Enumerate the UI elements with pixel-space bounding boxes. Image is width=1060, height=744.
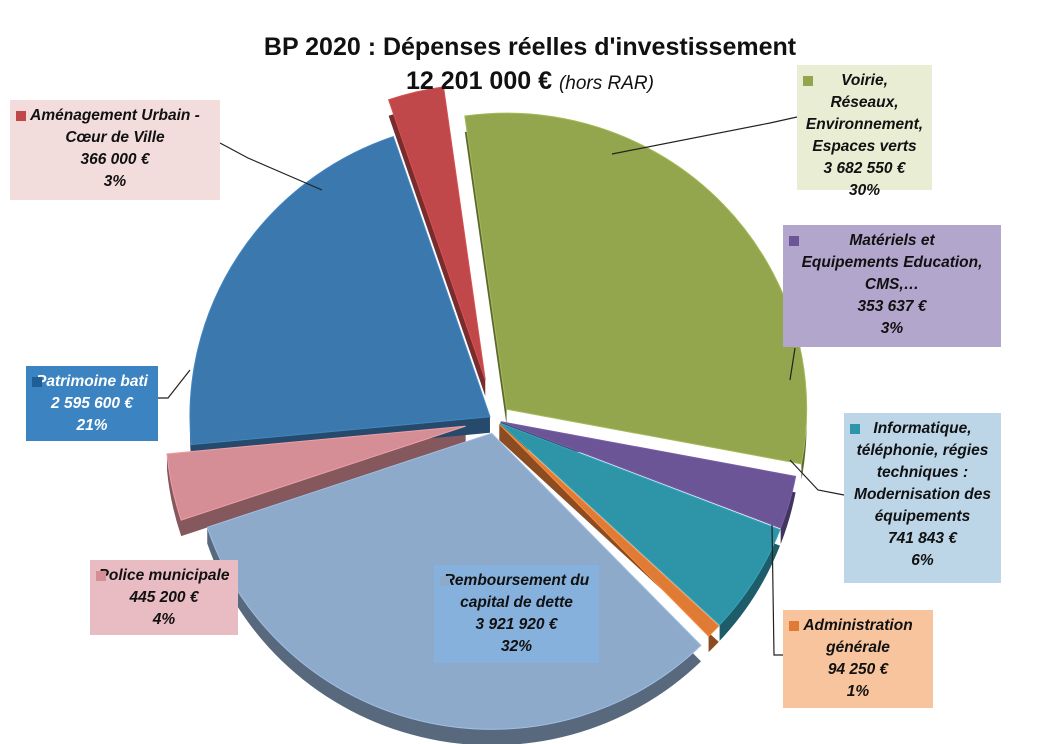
slice-informatique [499,422,781,626]
slice-percent: 4% [152,611,176,628]
slice-label-police: Police municipale 445 200 € 4% [90,560,238,635]
legend-swatch-remboursement [440,576,450,586]
legend-swatch-administration [789,621,799,631]
leader-line-amenagement [219,142,323,191]
slice-value: 94 250 € [827,661,889,678]
legend-swatch-voirie [803,76,813,86]
subtitle-line: 12 201 000 € (hors RAR) [180,64,880,101]
chart-title: BP 2020 : Dépenses réelles d'investissem… [180,30,880,101]
slice-percent: 21% [76,417,108,434]
slice-label-line: Modernisation des [854,486,991,503]
slice-label-line: CMS,… [864,276,920,293]
slice-value: 741 843 € [888,530,957,547]
slice-label-amenagement: Aménagement Urbain - Cœur de Ville 366 000… [10,100,220,200]
leader-line-patrimoine [158,369,191,399]
slice-percent: 1% [846,683,870,700]
slice-label-line: Matériels et [849,232,935,249]
leader-line-voirie [611,116,798,155]
slice-voirie [464,112,808,465]
slice-percent: 3% [103,173,127,190]
slice-label-line: Voirie, Réseaux, [830,72,899,111]
slice-label-voirie: Voirie, Réseaux, Environnement, Espaces ve… [797,65,932,199]
slice-label-line: Informatique, [873,420,972,437]
slice-label-line: Remboursement du [443,572,590,589]
slice-label-remboursement: Remboursement du capital de dette 3 921 92… [434,565,599,663]
slice-label-line: Environnement, [805,116,924,133]
slice-label-line: techniques : [876,464,969,481]
slice-label-line: Espaces verts [812,138,917,155]
leader-line-informatique [789,459,845,496]
slice-label-line: capital de dette [460,594,573,611]
slice-administration [498,423,720,637]
slice-depth-materiels [500,421,796,545]
slice-value: 445 200 € [129,589,199,606]
slice-label-line: téléphonie, régies [856,442,989,459]
slice-label-informatique: Informatique, téléphonie, régies technique… [844,413,1001,583]
slice-percent: 30% [848,182,881,199]
leader-line-administration [771,524,783,656]
slice-label-line: Aménagement Urbain - [30,107,200,124]
slice-label-patrimoine: Patrimoine bati 2 595 600 € 21% [26,366,158,441]
slice-depth-police [166,426,466,537]
slice-percent: 32% [500,638,533,655]
legend-swatch-materiels [789,236,799,246]
slice-value: 3 682 550 € [823,160,906,177]
slice-percent: 3% [880,320,904,337]
slice-value: 2 595 600 € [51,395,133,412]
total-note: (hors RAR) [558,73,654,94]
slice-label-line: équipements [874,508,971,525]
slice-police [166,425,466,521]
slice-value: 366 000 € [80,151,150,168]
slice-label-line: Police municipale [98,567,230,584]
slice-label-line: Patrimoine bati [36,373,148,390]
leader-line-materiels [789,347,796,381]
legend-swatch-amenagement [16,111,26,121]
total-amount: 12 201 000 € [406,67,552,95]
slice-label-line: Administration [803,617,913,634]
slice-depth-amenagement [388,86,486,396]
slice-depth-administration [499,424,719,653]
slice-label-administration: Administration générale 94 250 € 1% [783,610,933,708]
slice-label-materiels: Matériels et Equipements Education, CMS,… 3… [783,225,1001,347]
slice-label-line: générale [826,639,890,656]
legend-swatch-informatique [850,424,860,434]
legend-swatch-patrimoine [32,377,42,387]
slice-value: 353 637 € [857,298,927,315]
slice-patrimoine [189,135,491,446]
slice-value: 3 921 920 € [475,616,558,633]
slice-amenagement [387,86,486,381]
slice-percent: 6% [911,552,934,569]
slice-label-line: Cœur de Ville [65,129,165,146]
slice-label-line: Equipements Education, [801,254,983,271]
legend-swatch-police [96,571,106,581]
slice-materiels [500,421,797,529]
title-line: BP 2020 : Dépenses réelles d'investissem… [263,33,797,61]
